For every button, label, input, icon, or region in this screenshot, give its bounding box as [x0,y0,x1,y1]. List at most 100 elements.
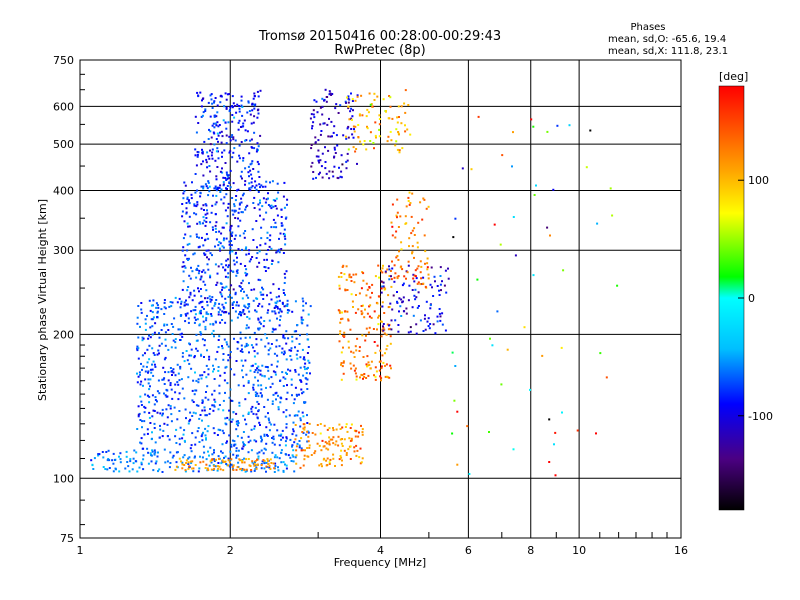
data-point [229,226,232,228]
data-point [238,285,241,288]
data-point [247,252,250,255]
data-point [389,105,392,108]
data-point [352,109,354,112]
data-point [212,228,214,231]
data-point [216,434,219,436]
data-point [151,333,154,336]
data-point [396,291,398,293]
data-point [200,377,203,380]
data-point [328,461,331,464]
data-point [238,401,241,404]
data-point [154,322,157,325]
data-point [405,277,407,280]
data-point [265,337,268,340]
data-point [263,375,266,378]
data-point [358,431,360,434]
data-point [302,449,304,452]
data-point [243,290,245,293]
data-point [221,167,223,170]
data-point [267,412,269,415]
data-point [217,366,220,368]
data-point [118,455,120,458]
data-point [199,91,202,94]
data-point [228,240,231,243]
data-point [190,197,193,200]
data-point [374,378,377,381]
data-point [328,427,331,430]
data-point [468,473,471,475]
data-point [331,93,334,95]
data-point [274,312,277,315]
y-tick-label: 750 [53,54,74,67]
data-point [279,315,282,318]
data-point [205,437,207,440]
data-point [211,226,214,229]
data-point [206,297,209,300]
data-point [245,139,248,142]
data-point [188,420,191,423]
data-point [231,106,234,109]
data-point [188,362,191,365]
data-point [238,202,241,205]
phases-title: Phases [630,22,665,33]
data-point [298,440,301,442]
data-point [226,215,229,218]
data-point [399,215,402,218]
data-point [203,253,206,256]
data-point [191,181,193,184]
data-point [412,314,415,317]
data-point [211,204,214,207]
data-point [218,124,221,126]
data-point [346,310,349,313]
data-point [189,235,192,238]
data-point [160,329,163,331]
data-point [144,318,147,321]
data-point [292,430,295,433]
data-point [226,440,228,443]
x-axis-title: Frequency [MHz] [334,556,426,569]
data-point [208,128,210,131]
data-point [306,422,309,424]
data-point [213,143,216,146]
data-point [163,301,166,304]
data-point [253,462,256,465]
data-point [228,177,231,180]
data-point [347,125,350,128]
data-point [344,289,347,292]
data-point [350,107,353,110]
data-point [315,155,318,158]
data-point [139,441,142,444]
data-point [147,462,150,465]
data-point [405,222,408,225]
data-point [382,326,385,329]
data-point [271,260,274,262]
data-point [328,436,331,439]
data-point [163,383,166,385]
data-point [417,291,420,294]
data-point [259,291,262,294]
data-point [280,461,283,464]
data-point [443,284,446,287]
data-point [229,269,232,272]
data-point [162,366,165,369]
data-point [367,111,370,114]
data-point [257,145,260,148]
data-point [189,418,192,421]
data-point [353,130,356,133]
data-point [209,143,212,146]
data-point [208,185,211,188]
data-point [148,401,151,404]
data-point [247,326,250,329]
data-point [434,332,437,335]
data-point [153,354,156,356]
data-point [388,268,391,271]
data-point [225,259,228,262]
data-point [294,424,297,426]
data-point [146,348,149,351]
data-point [206,187,209,190]
data-point [412,273,415,276]
data-point [295,462,298,465]
data-point [193,321,196,324]
data-point [426,266,429,269]
